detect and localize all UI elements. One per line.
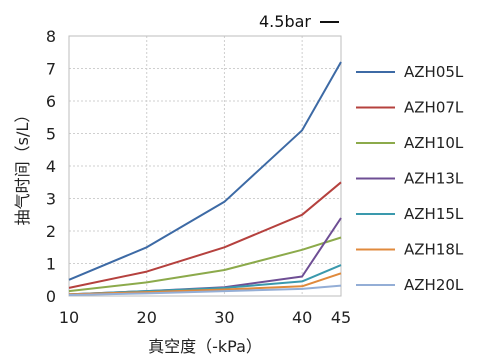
legend-label-azh10l: AZH10L	[404, 134, 464, 152]
legend-label-azh13l: AZH13L	[404, 170, 464, 188]
y-tick-label: 5	[46, 125, 56, 144]
legend-label-azh15l: AZH15L	[404, 205, 464, 223]
y-tick-label: 8	[46, 27, 56, 46]
series-line-azh10l	[68, 236, 342, 293]
series-line-azh18l	[68, 272, 342, 296]
legend: AZH05L AZH07L AZH10L AZH13L AZH15L AZH18L AZH2…	[356, 63, 464, 294]
legend-label-azh20l: AZH20L	[404, 276, 464, 294]
y-tick-label: 7	[46, 60, 56, 79]
annotation-4-5bar: 4.5bar	[259, 12, 339, 31]
series-line-azh05l	[68, 61, 342, 281]
x-tick-label: 10	[59, 308, 79, 327]
y-tick-label: 3	[46, 190, 56, 209]
plot-frame	[68, 35, 342, 297]
series-line-azh13l	[68, 217, 342, 296]
series-line-azh20l	[68, 284, 342, 296]
grid	[69, 36, 341, 296]
y-tick-label: 1	[46, 255, 56, 274]
x-tick-label: 40	[292, 308, 312, 327]
y-tick-label: 4	[46, 157, 56, 176]
y-tick-labels: 0 1 2 3 4 5 6 7 8	[46, 27, 56, 306]
legend-label-azh18l: AZH18L	[404, 241, 464, 259]
series-lines	[68, 61, 342, 296]
x-tick-label: 45	[331, 308, 351, 327]
y-axis-title: 抽气时间（s/L）	[13, 107, 32, 226]
series-line-azh07l	[68, 181, 342, 289]
x-tick-label: 20	[137, 308, 157, 327]
annotation-label: 4.5bar	[259, 12, 311, 31]
legend-label-azh05l: AZH05L	[404, 63, 464, 81]
y-tick-label: 6	[46, 92, 56, 111]
y-tick-label: 2	[46, 222, 56, 241]
x-tick-labels: 10 20 30 40 45	[59, 308, 351, 327]
legend-label-azh07l: AZH07L	[404, 99, 464, 117]
x-axis-title: 真空度（-kPa）	[148, 337, 262, 356]
y-tick-label: 0	[46, 287, 56, 306]
x-tick-label: 30	[214, 308, 234, 327]
